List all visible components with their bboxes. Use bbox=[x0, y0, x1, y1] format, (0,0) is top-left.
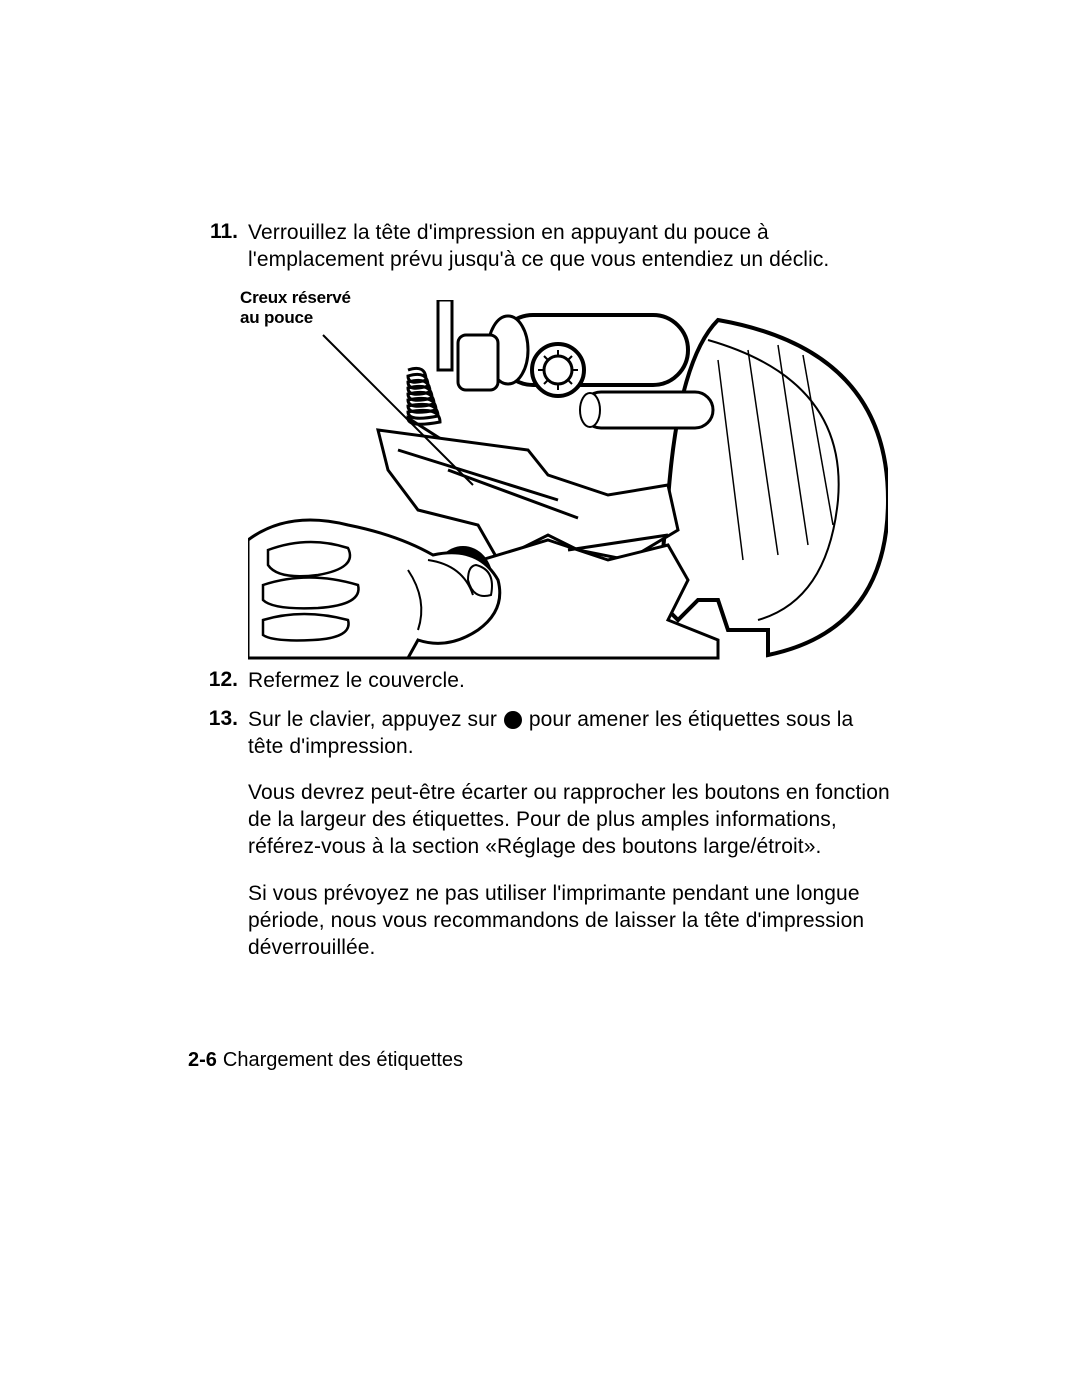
step-11: 11. Verrouillez la tête d'impression en … bbox=[188, 220, 892, 294]
step-11-text: Verrouillez la tête d'impression en appu… bbox=[248, 220, 892, 274]
step-text: Verrouillez la tête d'impression en appu… bbox=[248, 220, 892, 294]
section-title: Chargement des étiquettes bbox=[223, 1049, 463, 1072]
step-number: 13. bbox=[188, 707, 248, 731]
printhead-illustration bbox=[248, 300, 888, 660]
step-13-line1: Sur le clavier, appuyez sur pour amener … bbox=[248, 707, 892, 761]
step-13-para2: Vous devrez peut-être écarter ou rapproc… bbox=[248, 780, 892, 861]
step-12-text: Refermez le couvercle. bbox=[248, 668, 892, 695]
step-number: 11. bbox=[188, 220, 248, 244]
step-12: 12. Refermez le couvercle. bbox=[188, 668, 892, 701]
page: 11. Verrouillez la tête d'impression en … bbox=[0, 0, 1080, 1397]
step-13-para3: Si vous prévoyez ne pas utiliser l'impri… bbox=[248, 881, 892, 962]
page-footer: 2-6 Chargement des étiquettes bbox=[188, 1049, 463, 1072]
step-number: 12. bbox=[188, 668, 248, 692]
page-number: 2-6 bbox=[188, 1049, 217, 1072]
step-text: Refermez le couvercle. bbox=[248, 668, 892, 701]
step-13: 13. Sur le clavier, appuyez sur pour ame… bbox=[188, 707, 892, 982]
key-dot-icon bbox=[504, 711, 522, 729]
figure-printhead-lock bbox=[248, 300, 888, 660]
step-13-part-a: Sur le clavier, appuyez sur bbox=[248, 708, 503, 731]
step-text: Sur le clavier, appuyez sur pour amener … bbox=[248, 707, 892, 982]
